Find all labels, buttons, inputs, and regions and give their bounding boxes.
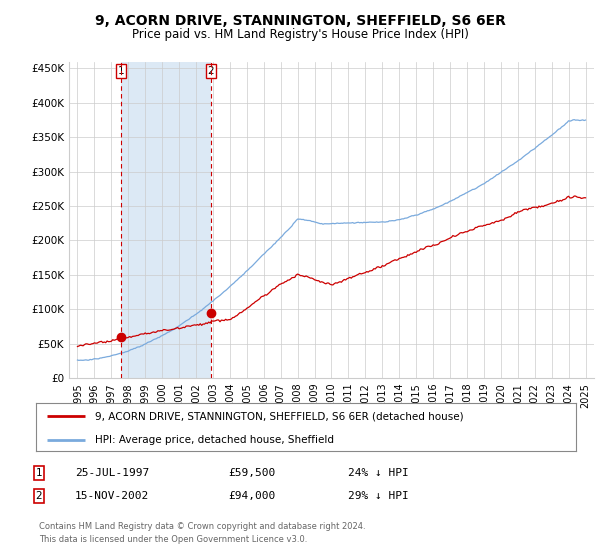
Text: 24% ↓ HPI: 24% ↓ HPI — [348, 468, 409, 478]
Text: £59,500: £59,500 — [228, 468, 275, 478]
Text: 25-JUL-1997: 25-JUL-1997 — [75, 468, 149, 478]
Text: 1: 1 — [35, 468, 43, 478]
Text: 15-NOV-2002: 15-NOV-2002 — [75, 491, 149, 501]
Text: Price paid vs. HM Land Registry's House Price Index (HPI): Price paid vs. HM Land Registry's House … — [131, 28, 469, 41]
Text: This data is licensed under the Open Government Licence v3.0.: This data is licensed under the Open Gov… — [39, 535, 307, 544]
Text: 2: 2 — [208, 66, 214, 76]
Text: 1: 1 — [118, 66, 124, 76]
Text: 9, ACORN DRIVE, STANNINGTON, SHEFFIELD, S6 6ER (detached house): 9, ACORN DRIVE, STANNINGTON, SHEFFIELD, … — [95, 411, 464, 421]
Text: HPI: Average price, detached house, Sheffield: HPI: Average price, detached house, Shef… — [95, 435, 334, 445]
Text: 2: 2 — [35, 491, 43, 501]
Text: Contains HM Land Registry data © Crown copyright and database right 2024.: Contains HM Land Registry data © Crown c… — [39, 522, 365, 531]
Bar — [121, 62, 211, 378]
Text: 9, ACORN DRIVE, STANNINGTON, SHEFFIELD, S6 6ER: 9, ACORN DRIVE, STANNINGTON, SHEFFIELD, … — [95, 14, 505, 28]
Text: 29% ↓ HPI: 29% ↓ HPI — [348, 491, 409, 501]
Text: £94,000: £94,000 — [228, 491, 275, 501]
